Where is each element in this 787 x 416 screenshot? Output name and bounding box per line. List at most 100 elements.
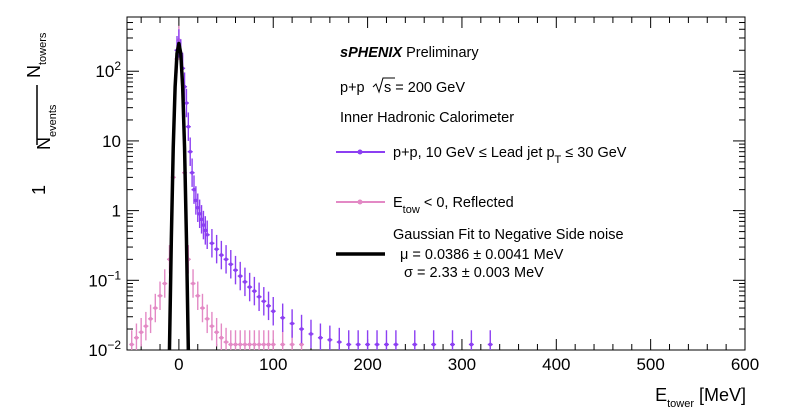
data-point (318, 335, 323, 340)
x-tick-label: 600 (731, 355, 759, 374)
x-tick-label: 200 (353, 355, 381, 374)
data-point (394, 342, 398, 347)
data-point (257, 342, 261, 347)
annotation-energy: s = 200 GeV (384, 80, 465, 96)
x-tick-labels: 0 100 200 300 400 500 600 (174, 355, 759, 374)
x-tick-label: 500 (636, 355, 664, 374)
data-point (243, 342, 247, 347)
data-point (186, 124, 191, 129)
data-point (309, 332, 313, 336)
data-point (203, 228, 208, 233)
legend-fit-mu: μ = 0.0386 ± 0.0041 MeV (400, 247, 564, 263)
data-point (365, 342, 370, 347)
legend-fit-main: Gaussian Fit to Negative Side noise (393, 227, 624, 243)
series-1 (129, 25, 305, 350)
svg-text:μ = 0.0386 ± 0.0041 MeV: μ = 0.0386 ± 0.0041 MeV (400, 247, 564, 263)
data-point (271, 342, 276, 347)
data-point (190, 170, 194, 175)
data-point (299, 342, 304, 347)
data-point (238, 274, 243, 278)
y-title-denominator-sub: events (47, 104, 59, 137)
series-layer (129, 25, 493, 351)
data-point (195, 293, 200, 298)
sqrt-symbol (372, 77, 395, 94)
x-tick-label: 300 (448, 355, 476, 374)
data-point (200, 306, 205, 310)
data-point (356, 342, 360, 347)
data-point (247, 342, 252, 347)
data-point (162, 281, 167, 286)
x-tick-label: 100 (259, 355, 287, 374)
y-tick-label: 10−1 (88, 268, 121, 290)
x-title-sub: tower (667, 398, 694, 410)
data-point (243, 280, 247, 284)
data-point (328, 338, 332, 342)
data-point (257, 294, 261, 299)
legend: p+p, 10 GeV ≤ Lead jet pT ≤ 30 GeV Etow … (336, 145, 627, 281)
legend-fit-sigma: σ = 2.33 ± 0.003 MeV (404, 265, 544, 281)
data-point (450, 342, 455, 347)
data-point (197, 212, 202, 216)
y-tick-labels: 10−2 10−1 1 10 102 (88, 59, 121, 360)
legend-reflected-sub: tow (403, 204, 420, 216)
x-title-rest: [MeV] (694, 385, 746, 405)
x-title-main: E (655, 385, 667, 405)
data-point (266, 342, 271, 347)
legend-jet-rest: ≤ 30 GeV (561, 145, 627, 161)
data-point (134, 335, 139, 340)
x-tick-label: 0 (174, 355, 183, 374)
data-point (214, 330, 219, 335)
data-point (195, 205, 200, 210)
svg-text:1: 1 (29, 185, 49, 195)
data-point (210, 241, 214, 246)
data-point (153, 306, 158, 310)
data-point (199, 217, 204, 222)
series-2 (167, 41, 191, 351)
legend-entry-jet: p+p, 10 GeV ≤ Lead jet pT ≤ 30 GeV (336, 145, 627, 166)
data-point (210, 324, 214, 328)
data-point (469, 342, 474, 347)
data-point (290, 321, 294, 326)
data-point (129, 342, 134, 347)
legend-jet-sub: T (555, 154, 562, 166)
data-point (205, 232, 209, 237)
data-point (271, 309, 276, 314)
svg-text:Nevents: Nevents (34, 104, 59, 150)
data-point (224, 340, 228, 344)
data-point (375, 342, 379, 347)
legend-reflected-rest: < 0, Reflected (420, 195, 514, 211)
energy-label: s = 200 GeV (384, 80, 465, 96)
data-point (188, 149, 193, 154)
data-point (192, 187, 196, 192)
data-point (158, 293, 162, 298)
y-title-main: N (24, 65, 44, 78)
preliminary-label: Preliminary (406, 45, 479, 61)
y-title-numerator: 1 (29, 185, 49, 195)
data-point (228, 342, 233, 347)
data-point (139, 330, 143, 335)
data-point (488, 342, 493, 347)
y-title-denominator-main: N (34, 137, 54, 150)
y-axis-title: 1 (29, 185, 49, 195)
data-point (280, 342, 285, 347)
data-point (337, 340, 342, 344)
data-point (201, 223, 206, 227)
data-point (219, 253, 224, 257)
detector-label: Inner Hadronic Calorimeter (340, 110, 514, 126)
data-point (266, 304, 271, 308)
svg-text:Ntowers: Ntowers (24, 32, 49, 78)
annotation-detector: Inner Hadronic Calorimeter (340, 110, 514, 126)
data-point (412, 342, 417, 347)
legend-reflected-main: E (393, 195, 403, 211)
data-point (214, 247, 219, 251)
y-axis-title-denominator: Nevents (34, 104, 59, 150)
data-point (144, 324, 148, 328)
data-point (224, 257, 228, 262)
data-point (194, 198, 198, 203)
y-title-sub: towers (37, 32, 49, 65)
data-point (346, 342, 351, 347)
data-point (290, 342, 294, 347)
legend-entry-reflected: Etow < 0, Reflected (336, 195, 514, 216)
legend-jet-main: p+p, 10 GeV ≤ Lead jet p (393, 145, 555, 161)
